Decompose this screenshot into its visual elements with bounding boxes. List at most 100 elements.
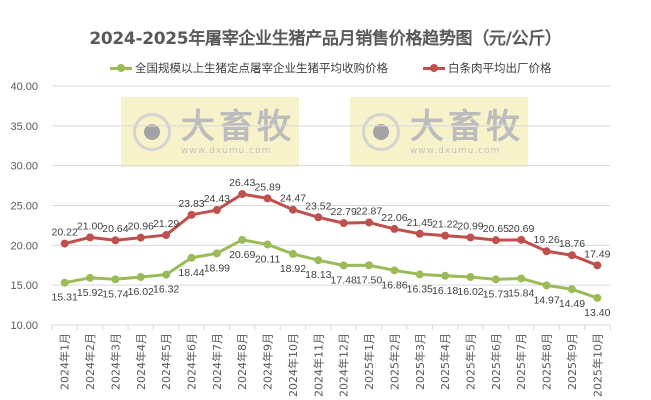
legend-item-purchase-price: 全国规模以上生猪定点屠宰企业生猪平均收购价格 — [110, 60, 388, 76]
data-label: 13.40 — [584, 307, 610, 319]
data-label: 15.84 — [508, 287, 534, 299]
x-tick-label: 2024年4月 — [134, 333, 148, 390]
data-label: 16.32 — [153, 284, 179, 296]
data-point-marker — [339, 261, 348, 270]
data-point-marker — [288, 205, 297, 214]
y-tick-label: 40.00 — [10, 81, 38, 93]
x-tick-label: 2024年3月 — [108, 333, 122, 390]
data-label: 21.45 — [407, 217, 433, 229]
data-point-marker — [517, 235, 526, 244]
data-label: 16.86 — [381, 279, 407, 291]
data-label: 19.26 — [533, 234, 559, 246]
data-point-marker — [415, 270, 424, 279]
eye-logo-icon — [133, 113, 171, 151]
watermark-logo: 大畜牧 www.dxumu.com — [121, 97, 299, 167]
x-tick-label: 2024年11月 — [311, 333, 325, 397]
data-point-marker — [314, 213, 323, 222]
data-label: 18.44 — [178, 267, 204, 279]
data-label: 18.13 — [305, 269, 331, 281]
data-label: 18.99 — [204, 262, 230, 274]
data-label: 15.31 — [52, 292, 78, 304]
data-label: 16.18 — [432, 285, 458, 297]
data-point-marker — [567, 285, 576, 294]
data-point-marker — [136, 233, 145, 242]
data-label: 20.99 — [457, 220, 483, 232]
watermark-brand: 大畜牧 — [410, 107, 524, 147]
data-point-marker — [542, 281, 551, 290]
data-point-marker — [263, 194, 272, 203]
data-label: 21.22 — [432, 219, 458, 231]
data-label: 20.22 — [52, 227, 78, 239]
watermark-brand: 大畜牧 — [181, 107, 295, 147]
data-label: 17.50 — [356, 274, 382, 286]
data-label: 22.79 — [331, 206, 357, 218]
x-tick-label: 2025年8月 — [540, 333, 554, 390]
y-tick-label: 30.00 — [10, 161, 38, 173]
data-label: 24.43 — [204, 193, 230, 205]
data-label: 17.48 — [331, 274, 357, 286]
data-label: 17.49 — [584, 248, 610, 260]
data-label: 21.00 — [77, 220, 103, 232]
data-point-marker — [60, 278, 69, 287]
chart-title: 2024-2025年屠宰企业生猪产品月销售价格趋势图（元/公斤） — [89, 29, 562, 49]
data-label: 20.69 — [508, 223, 534, 235]
data-point-marker — [86, 273, 95, 282]
data-label: 23.52 — [305, 200, 331, 212]
legend-item-carcass-price: 白条肉平均出厂价格 — [423, 60, 552, 76]
data-point-marker — [288, 249, 297, 258]
watermark-url: www.dxumu.com — [410, 146, 501, 156]
x-tick-label: 2024年2月 — [83, 333, 97, 390]
data-point-marker — [593, 261, 602, 270]
x-tick-label: 2024年1月 — [58, 333, 72, 390]
y-tick-label: 15.00 — [10, 280, 38, 292]
data-point-marker — [593, 293, 602, 302]
data-point-marker — [212, 249, 221, 258]
data-point-marker — [415, 229, 424, 238]
data-point-marker — [111, 236, 120, 245]
data-point-marker — [491, 275, 500, 284]
x-tick-label: 2025年2月 — [387, 333, 401, 390]
x-tick-label: 2025年4月 — [438, 333, 452, 390]
series-line — [64, 192, 598, 267]
watermark-logo: 大畜牧 www.dxumu.com — [350, 97, 528, 167]
data-point-marker — [314, 256, 323, 265]
data-point-marker — [567, 251, 576, 260]
legend-line-marker-icon — [423, 60, 445, 76]
chart-legend: 全国规模以上生猪定点屠宰企业生猪平均收购价格 白条肉平均出厂价格 — [0, 60, 651, 76]
data-point-marker — [491, 236, 500, 245]
x-tick-label: 2025年5月 — [464, 333, 478, 390]
data-point-marker — [339, 219, 348, 228]
data-label: 20.96 — [128, 221, 154, 233]
data-point-marker — [86, 233, 95, 242]
eye-logo-icon — [362, 113, 400, 151]
y-tick-label: 20.00 — [10, 240, 38, 252]
x-tick-label: 2024年6月 — [185, 333, 199, 390]
data-point-marker — [263, 240, 272, 249]
x-tick-label: 2024年10月 — [286, 333, 300, 397]
data-label: 22.87 — [356, 205, 382, 217]
x-tick-label: 2025年6月 — [489, 333, 503, 390]
data-label: 26.43 — [229, 177, 255, 189]
data-point-marker — [238, 235, 247, 244]
data-label: 21.29 — [153, 218, 179, 230]
x-tick-label: 2025年10月 — [590, 333, 604, 397]
series-line — [64, 238, 598, 300]
data-point-marker — [390, 266, 399, 275]
data-label: 15.92 — [77, 287, 103, 299]
data-point-marker — [390, 224, 399, 233]
data-point-marker — [542, 247, 551, 256]
data-point-marker — [441, 271, 450, 280]
data-label: 20.65 — [483, 223, 509, 235]
data-label: 16.35 — [407, 283, 433, 295]
watermark-url: www.dxumu.com — [181, 146, 272, 156]
data-label: 22.06 — [381, 212, 407, 224]
y-tick-label: 35.00 — [10, 121, 38, 133]
data-point-marker — [466, 233, 475, 242]
y-tick-label: 10.00 — [10, 320, 38, 332]
data-point-marker — [365, 218, 374, 227]
legend-line-marker-icon — [110, 60, 132, 76]
data-label: 18.92 — [280, 263, 306, 275]
x-tick-label: 2025年1月 — [362, 333, 376, 390]
data-label: 14.49 — [559, 298, 585, 310]
